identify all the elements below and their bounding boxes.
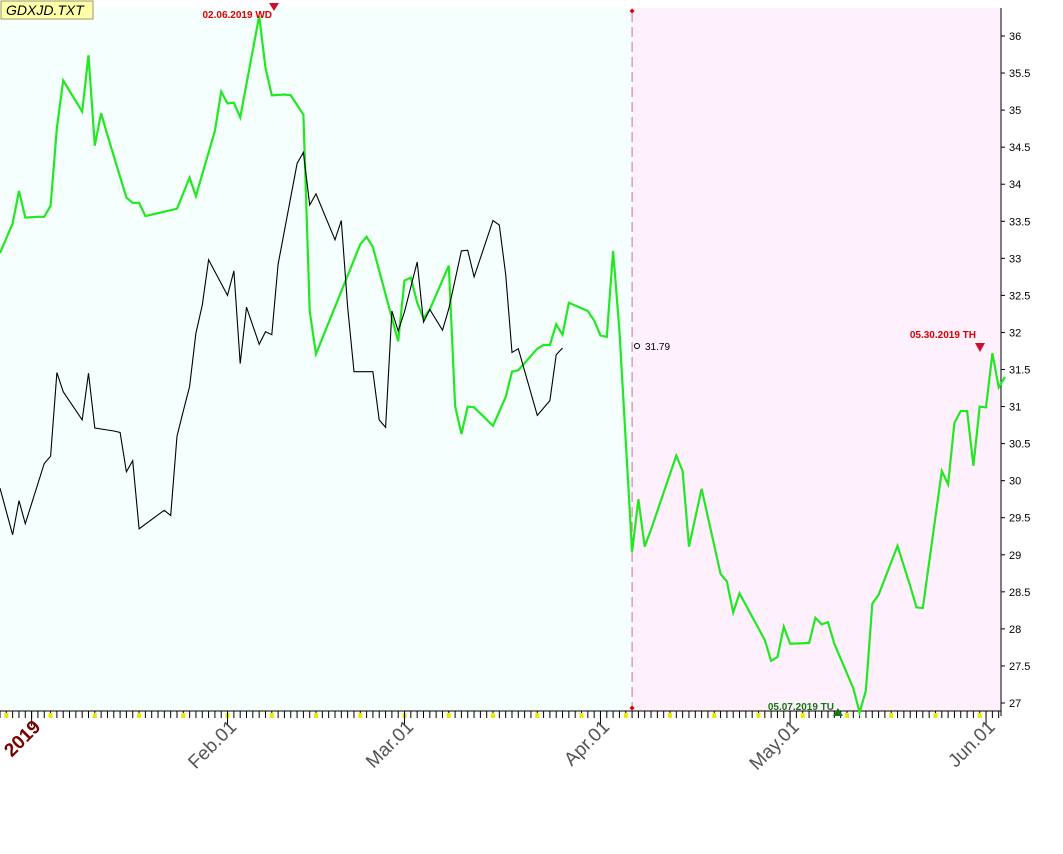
- y-tick-label: 33: [1009, 253, 1021, 265]
- x-week-marker: [48, 713, 53, 718]
- background-zone-left: [0, 8, 633, 711]
- x-week-marker: [623, 713, 628, 718]
- x-tick-label: Jun.01: [944, 717, 999, 772]
- period-divider: [629, 8, 635, 711]
- right-marker-label: 05.30.2019 TH: [910, 330, 976, 341]
- x-week-marker: [712, 713, 717, 718]
- x-week-marker: [92, 713, 97, 718]
- y-tick-label: 30: [1009, 476, 1021, 488]
- y-tick-label: 27.5: [1009, 661, 1030, 673]
- y-tick-label: 31.5: [1009, 365, 1030, 377]
- y-axis: 27 27.5 28 28.5 29 29.5 30 30.5 31 31.5 32 32.5 33 33…: [1001, 31, 1030, 710]
- y-tick-label: 34: [1009, 179, 1021, 191]
- series-line-black: [0, 150, 563, 535]
- y-tick-label: 31: [1009, 402, 1021, 414]
- title-box-background: [0, 0, 94, 20]
- y-tick-label: 28.5: [1009, 587, 1030, 599]
- top-marker-label: 02.06.2019 WD: [203, 10, 273, 21]
- y-tick-label: 35.5: [1009, 68, 1030, 80]
- y-tick-label: 29.5: [1009, 513, 1030, 525]
- x-week-marker: [4, 713, 9, 718]
- chart-title: GDXJD.TXT: [6, 2, 85, 18]
- x-tick-label: Apr.01: [560, 717, 614, 771]
- y-tick-label: 29: [1009, 550, 1021, 562]
- y-tick-label: 35: [1009, 105, 1021, 117]
- marker-layer: 02.06.2019 WD 05.30.2019 TH 05.07.2019 T…: [203, 3, 985, 716]
- divider-diamond: [629, 8, 635, 14]
- x-week-marker: [844, 713, 849, 718]
- series-layer: [0, 15, 1006, 717]
- x-week-marker: [668, 713, 672, 718]
- background-zone-right: [632, 8, 1001, 711]
- x-tick-label: Mar.01: [362, 717, 418, 773]
- x-week-marker: [579, 713, 584, 718]
- x-week-marker: [756, 713, 761, 718]
- last-price-point: [634, 343, 640, 349]
- x-week-marker: [977, 713, 982, 718]
- y-tick-label: 32.5: [1009, 290, 1030, 302]
- x-week-marker: [446, 713, 451, 718]
- y-tick-label: 27: [1009, 698, 1021, 710]
- x-week-marker: [181, 713, 186, 718]
- x-tick-label: May.01: [746, 717, 804, 775]
- right-marker-icon: [975, 343, 985, 352]
- last-price-label: 31.79: [645, 342, 670, 353]
- y-tick-label: 30.5: [1009, 439, 1030, 451]
- x-tick-label: 2019: [0, 717, 45, 762]
- x-week-marker: [933, 713, 938, 718]
- top-marker-icon: [269, 3, 279, 11]
- y-tick-label: 28: [1009, 624, 1021, 636]
- y-tick-label: 34.5: [1009, 142, 1030, 154]
- series-line-green: [0, 15, 1006, 717]
- x-axis: 2019 Feb.01 Mar.01 Apr.01 May.01 Jun.01: [0, 711, 1000, 775]
- x-week-marker: [314, 713, 319, 718]
- x-week-marker: [137, 713, 142, 718]
- x-week-marker: [491, 713, 496, 718]
- x-week-marker: [358, 713, 363, 718]
- x-week-marker: [889, 713, 894, 718]
- x-week-marker: [535, 713, 540, 718]
- x-week-marker: [800, 713, 805, 718]
- bottom-marker-icon: [833, 708, 843, 716]
- y-tick-label: 33.5: [1009, 216, 1030, 228]
- title-box[interactable]: GDXJD.TXT: [0, 0, 94, 20]
- x-tick-label: Feb.01: [184, 717, 241, 774]
- bottom-marker-label: 05.07.2019 TU: [768, 702, 834, 713]
- divider-diamond: [629, 705, 635, 711]
- y-tick-label: 32: [1009, 327, 1021, 339]
- y-tick-label: 36: [1009, 31, 1021, 43]
- x-week-marker: [269, 713, 274, 718]
